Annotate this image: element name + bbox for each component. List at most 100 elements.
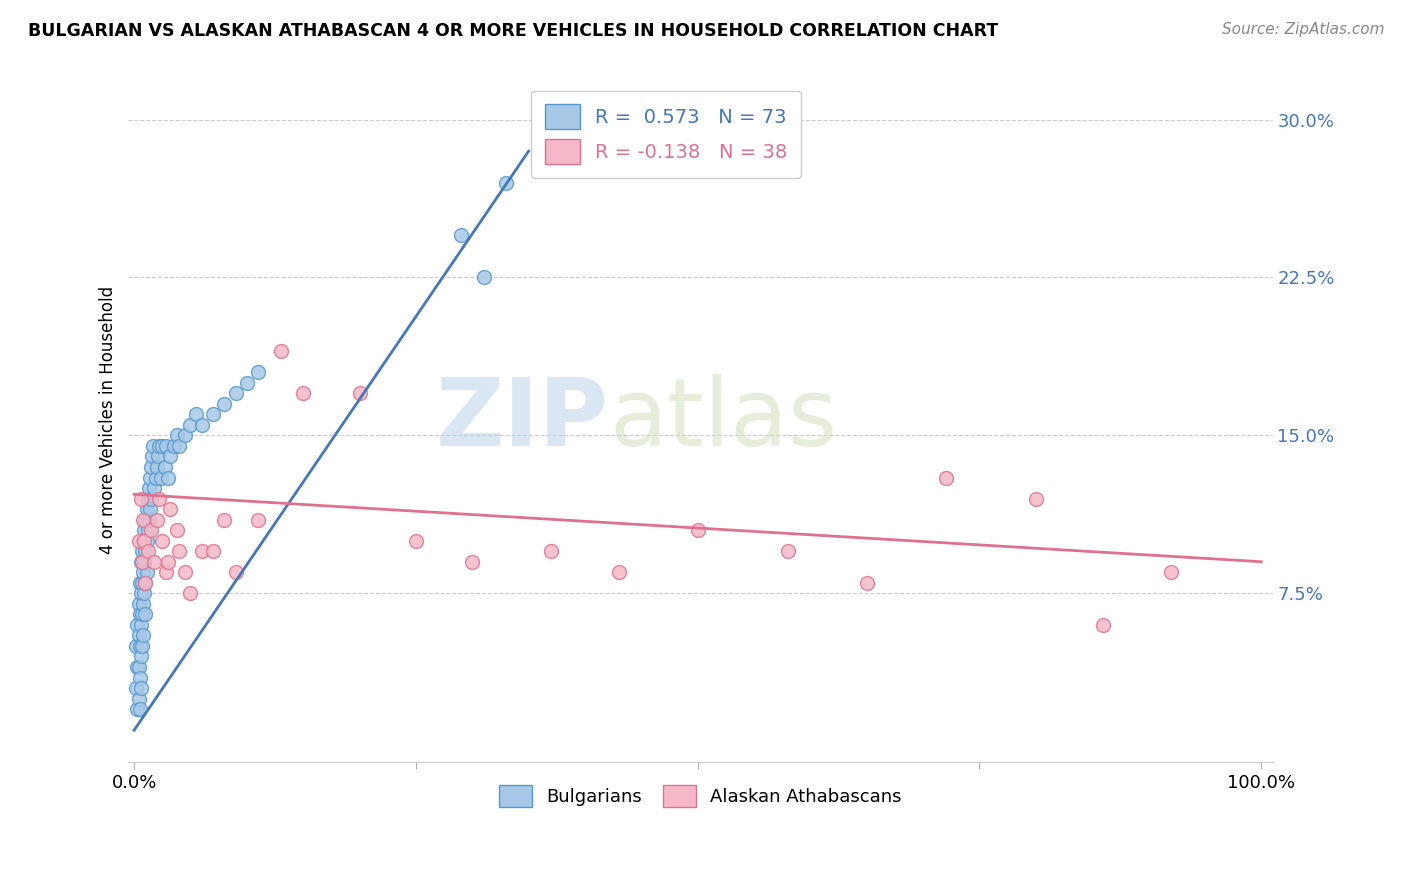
Point: [472, 270, 495, 285]
Point: [236, 376, 259, 390]
Point: [139, 523, 162, 537]
Point: [128, 628, 150, 642]
Point: [132, 513, 155, 527]
Point: [214, 513, 236, 527]
Point: [201, 544, 224, 558]
Point: [128, 575, 150, 590]
Point: [131, 555, 153, 569]
Point: [132, 597, 155, 611]
Point: [153, 460, 176, 475]
Point: [214, 397, 236, 411]
Legend: Bulgarians, Alaskan Athabascans: Bulgarians, Alaskan Athabascans: [492, 778, 910, 814]
Point: [129, 555, 152, 569]
Point: [247, 513, 270, 527]
Point: [173, 428, 195, 442]
Point: [134, 575, 156, 590]
Point: [129, 491, 152, 506]
Text: BULGARIAN VS ALASKAN ATHABASCAN 4 OR MORE VEHICLES IN HOUSEHOLD CORRELATION CHAR: BULGARIAN VS ALASKAN ATHABASCAN 4 OR MOR…: [28, 22, 998, 40]
Point: [142, 439, 165, 453]
Point: [935, 470, 957, 484]
Point: [776, 544, 799, 558]
Point: [1092, 618, 1115, 632]
Point: [270, 344, 292, 359]
Point: [179, 417, 201, 432]
Point: [139, 470, 162, 484]
Text: ZIP: ZIP: [436, 374, 609, 466]
Point: [127, 660, 149, 674]
Point: [136, 491, 159, 506]
Point: [135, 533, 157, 548]
Point: [156, 470, 179, 484]
Point: [125, 639, 148, 653]
Point: [127, 702, 149, 716]
Point: [134, 544, 156, 558]
Point: [461, 555, 484, 569]
Text: Source: ZipAtlas.com: Source: ZipAtlas.com: [1222, 22, 1385, 37]
Point: [139, 491, 162, 506]
Point: [136, 523, 159, 537]
Point: [134, 607, 156, 622]
Point: [159, 450, 181, 464]
Point: [349, 386, 371, 401]
Point: [136, 544, 159, 558]
Point: [225, 566, 247, 580]
Point: [686, 523, 709, 537]
Point: [134, 533, 156, 548]
Point: [128, 533, 150, 548]
Point: [129, 586, 152, 600]
Point: [141, 450, 163, 464]
Point: [132, 628, 155, 642]
Text: atlas: atlas: [609, 374, 837, 466]
Point: [292, 386, 315, 401]
Point: [855, 575, 877, 590]
Point: [128, 597, 150, 611]
Point: [134, 555, 156, 569]
Point: [190, 544, 212, 558]
Point: [1025, 491, 1047, 506]
Point: [247, 365, 270, 379]
Point: [138, 513, 160, 527]
Point: [184, 408, 207, 422]
Point: [135, 502, 157, 516]
Point: [128, 671, 150, 685]
Point: [129, 649, 152, 664]
Point: [131, 544, 153, 558]
Point: [134, 513, 156, 527]
Point: [128, 702, 150, 716]
Point: [150, 439, 173, 453]
Point: [125, 681, 148, 695]
Point: [135, 566, 157, 580]
Point: [128, 607, 150, 622]
Point: [138, 481, 160, 495]
Point: [131, 575, 153, 590]
Point: [166, 523, 188, 537]
Point: [134, 523, 156, 537]
Point: [148, 439, 170, 453]
Point: [148, 491, 170, 506]
Point: [128, 660, 150, 674]
Point: [139, 502, 162, 516]
Point: [450, 228, 472, 243]
Point: [150, 533, 173, 548]
Point: [155, 566, 177, 580]
Point: [143, 481, 166, 495]
Point: [143, 555, 166, 569]
Point: [127, 618, 149, 632]
Point: [166, 428, 188, 442]
Point: [156, 555, 179, 569]
Point: [167, 439, 190, 453]
Point: [146, 450, 169, 464]
Point: [129, 681, 152, 695]
Point: [495, 176, 517, 190]
Point: [134, 575, 156, 590]
Point: [162, 439, 184, 453]
Y-axis label: 4 or more Vehicles in Household: 4 or more Vehicles in Household: [100, 285, 117, 554]
Point: [128, 691, 150, 706]
Point: [607, 566, 630, 580]
Point: [139, 460, 162, 475]
Point: [201, 408, 224, 422]
Point: [173, 566, 195, 580]
Point: [225, 386, 247, 401]
Point: [134, 586, 156, 600]
Point: [540, 544, 562, 558]
